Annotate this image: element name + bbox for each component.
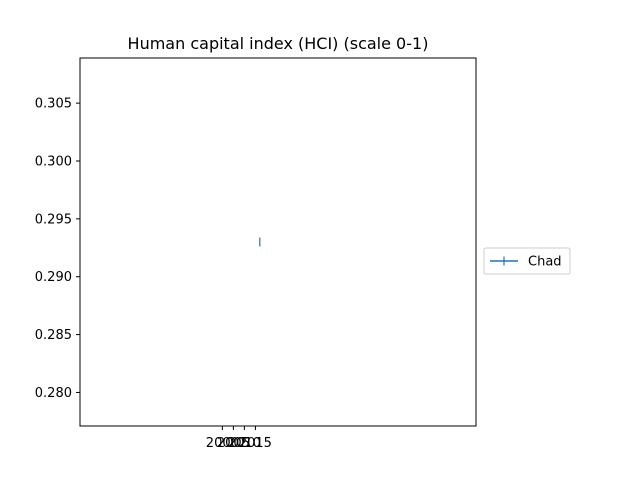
x-tick-label: 2015 bbox=[239, 436, 272, 451]
x-tick-label: 2010 bbox=[228, 436, 261, 451]
y-tick-label: 0.285 bbox=[35, 328, 72, 343]
x-tick-label: 2005 bbox=[217, 436, 250, 451]
y-axis: 0.280 0.285 0.290 0.295 0.300 0.305 bbox=[35, 97, 80, 401]
legend-box bbox=[483, 247, 571, 275]
y-tick-label: 0.290 bbox=[35, 270, 72, 285]
chart-title: Human capital index (HCI) (scale 0-1) bbox=[128, 34, 429, 53]
x-tick-label: 2000 bbox=[206, 436, 239, 451]
legend: Chad bbox=[483, 247, 571, 275]
legend-label: Chad bbox=[528, 255, 562, 270]
y-tick-label: 0.300 bbox=[35, 154, 72, 169]
y-tick-label: 0.280 bbox=[35, 386, 72, 401]
y-tick-label: 0.305 bbox=[35, 97, 72, 112]
y-tick-label: 0.295 bbox=[35, 212, 72, 227]
plot-frame bbox=[79, 57, 477, 427]
